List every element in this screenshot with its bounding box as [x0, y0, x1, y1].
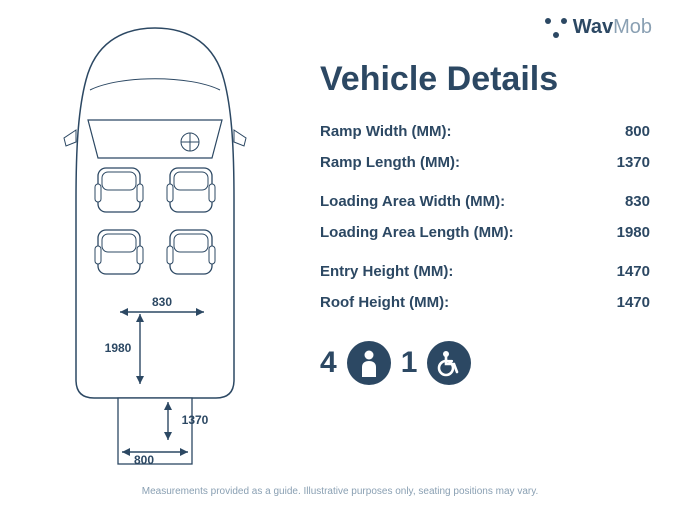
spec-label: Ramp Length (MM): [320, 152, 460, 173]
page-title: Vehicle Details [320, 60, 650, 99]
seat-count: 4 [320, 346, 337, 380]
spec-label: Ramp Width (MM): [320, 121, 452, 142]
spec-ramp-width: Ramp Width (MM): 800 [320, 121, 650, 142]
rear-left-seat [95, 230, 143, 274]
spec-value: 800 [625, 121, 650, 142]
wheelchair-icon [427, 341, 471, 385]
rear-right-seat [167, 230, 215, 274]
svg-text:1980: 1980 [105, 341, 132, 355]
spec-entry-height: Entry Height (MM): 1470 [320, 261, 650, 282]
brand-logo: WavMob [545, 16, 652, 39]
svg-text:830: 830 [152, 295, 172, 309]
spec-value: 1980 [617, 222, 650, 243]
brand-dots-icon [545, 18, 567, 38]
spec-load-width: Loading Area Width (MM): 830 [320, 191, 650, 212]
svg-text:800: 800 [134, 453, 154, 467]
spec-label: Entry Height (MM): [320, 261, 453, 282]
disclaimer-text: Measurements provided as a guide. Illust… [0, 486, 680, 497]
brand-name-b: Mob [613, 16, 652, 38]
svg-text:1370: 1370 [182, 413, 209, 427]
details-panel: Vehicle Details Ramp Width (MM): 800 Ram… [320, 60, 650, 385]
spec-ramp-length: Ramp Length (MM): 1370 [320, 152, 650, 173]
spec-value: 1470 [617, 261, 650, 282]
spec-roof-height: Roof Height (MM): 1470 [320, 292, 650, 313]
front-right-seat [167, 168, 215, 212]
car-body-outline [76, 28, 234, 398]
spec-label: Roof Height (MM): [320, 292, 449, 313]
wheelchair-count: 1 [401, 346, 418, 380]
spec-label: Loading Area Length (MM): [320, 222, 514, 243]
front-left-seat [95, 168, 143, 212]
spec-value: 830 [625, 191, 650, 212]
capacity-row: 4 1 [320, 341, 650, 385]
brand-name-a: Wav [573, 16, 613, 38]
spec-value: 1470 [617, 292, 650, 313]
spec-value: 1370 [617, 152, 650, 173]
spec-load-length: Loading Area Length (MM): 1980 [320, 222, 650, 243]
spec-label: Loading Area Width (MM): [320, 191, 505, 212]
vehicle-diagram: 830 1980 1370 800 [40, 20, 270, 490]
person-icon [347, 341, 391, 385]
